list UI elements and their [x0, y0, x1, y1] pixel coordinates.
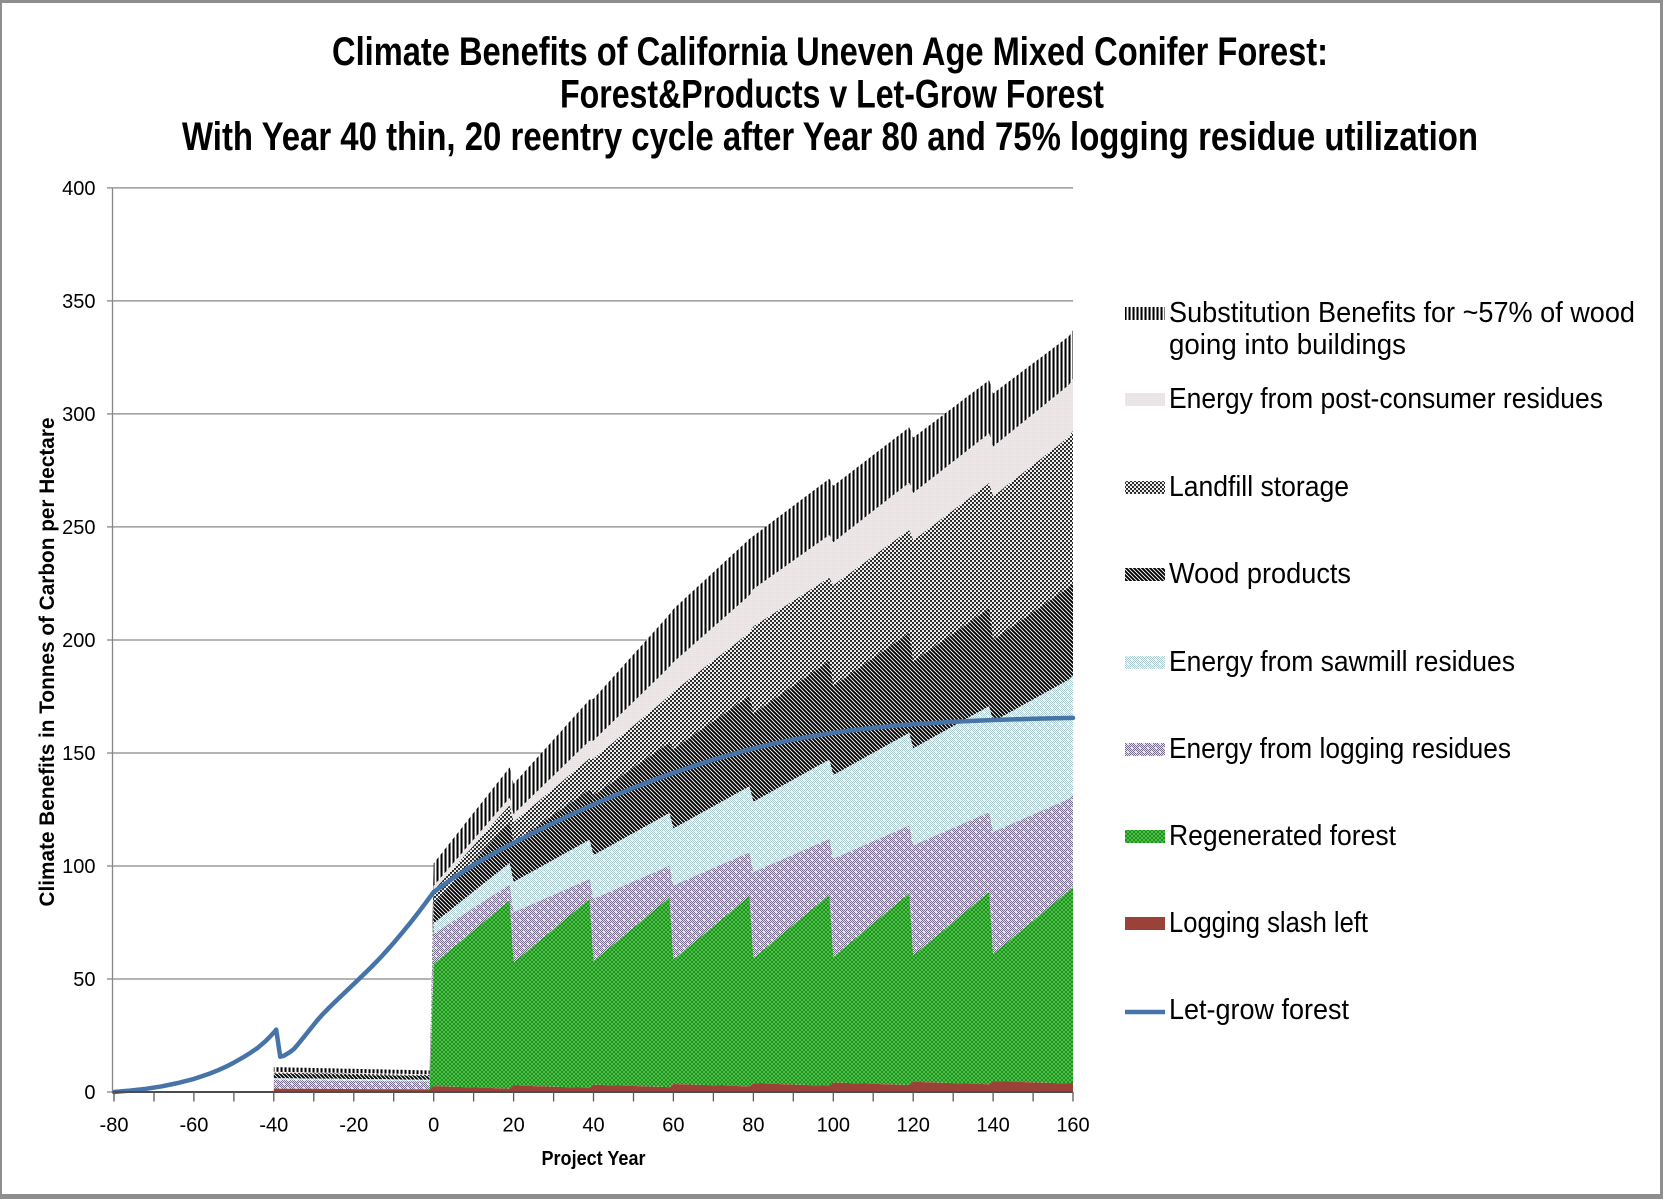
- svg-text:Let-grow forest: Let-grow forest: [1169, 994, 1349, 1026]
- svg-text:60: 60: [662, 1115, 684, 1137]
- svg-text:100: 100: [817, 1115, 850, 1137]
- svg-text:-20: -20: [339, 1115, 368, 1137]
- svg-text:Regenerated forest: Regenerated forest: [1169, 820, 1396, 852]
- svg-text:150: 150: [62, 743, 95, 765]
- svg-text:Project Year: Project Year: [542, 1148, 646, 1170]
- svg-text:0: 0: [84, 1082, 95, 1104]
- svg-text:Climate Benefits in Tonnes of: Climate Benefits in Tonnes of Carbon per…: [36, 418, 59, 907]
- svg-text:Energy from post-consumer resi: Energy from post-consumer residues: [1169, 383, 1603, 415]
- svg-text:160: 160: [1056, 1115, 1089, 1137]
- svg-text:-40: -40: [259, 1115, 288, 1137]
- svg-text:250: 250: [62, 517, 95, 539]
- svg-text:200: 200: [62, 630, 95, 652]
- svg-text:Energy from logging residues: Energy from logging residues: [1169, 733, 1511, 765]
- svg-text:Energy from sawmill residues: Energy from sawmill residues: [1169, 646, 1515, 678]
- svg-text:Climate Benefits of California: Climate Benefits of California Uneven Ag…: [332, 30, 1328, 74]
- svg-text:0: 0: [428, 1115, 439, 1137]
- svg-text:100: 100: [62, 856, 95, 878]
- svg-text:350: 350: [62, 291, 95, 313]
- svg-text:50: 50: [73, 969, 95, 991]
- svg-text:-60: -60: [179, 1115, 208, 1137]
- svg-text:Landfill storage: Landfill storage: [1169, 471, 1349, 503]
- svg-text:going into buildings: going into buildings: [1169, 329, 1406, 361]
- svg-text:20: 20: [502, 1115, 524, 1137]
- svg-text:40: 40: [582, 1115, 604, 1137]
- svg-text:Forest&Products v Let-Grow For: Forest&Products v Let-Grow Forest: [560, 73, 1104, 117]
- svg-text:120: 120: [897, 1115, 930, 1137]
- svg-text:140: 140: [976, 1115, 1009, 1137]
- svg-text:Wood products: Wood products: [1169, 558, 1351, 590]
- svg-text:Logging slash left: Logging slash left: [1169, 907, 1368, 939]
- svg-text:400: 400: [62, 178, 95, 200]
- svg-text:Substitution Benefits for ~57%: Substitution Benefits for ~57% of wood: [1169, 297, 1635, 329]
- svg-text:-80: -80: [100, 1115, 129, 1137]
- svg-text:With Year 40 thin, 20 reentry: With Year 40 thin, 20 reentry cycle afte…: [182, 115, 1478, 159]
- svg-text:300: 300: [62, 404, 95, 426]
- svg-text:80: 80: [742, 1115, 764, 1137]
